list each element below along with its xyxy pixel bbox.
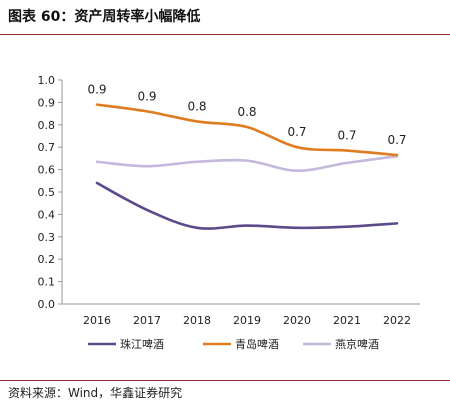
legend-label: 青岛啤酒 [235,337,279,351]
y-tick-label: 0.7 [38,141,56,154]
x-tick-label: 2020 [283,314,311,327]
x-tick-label: 2017 [133,314,161,327]
y-tick-label: 0.1 [38,276,56,289]
x-tick-label: 2018 [183,314,211,327]
y-axis: 0.0 0.1 0.2 0.3 0.4 0.5 0.6 0.7 0.8 0.9 1.0 [38,74,63,311]
data-label: 0.9 [137,89,156,103]
x-tick-label: 2019 [233,314,261,327]
y-tick-label: 0.9 [38,96,56,109]
title-divider [0,34,450,35]
x-tick-label: 2016 [83,314,111,327]
data-label: 0.7 [287,125,306,139]
series-line-1 [95,181,399,230]
y-tick-label: 0.6 [38,164,56,177]
y-tick-label: 0.5 [38,186,56,199]
source-note: 资料来源：Wind，华鑫证券研究 [8,386,183,400]
series-lines [95,103,399,230]
data-label: 0.7 [337,129,356,143]
line-chart: 0.00.10.20.30.40.50.60.70.80.91.0 2016 20… [38,74,420,351]
data-label: 0.8 [237,105,256,119]
legend-label: 珠江啤酒 [120,337,164,351]
y-tick-label: 1.0 [38,74,56,87]
data-label: 0.7 [387,133,406,147]
x-tick-label: 2022 [383,314,411,327]
y-tick-label: 0.4 [38,208,56,221]
y-tick-label: 0.2 [38,253,56,266]
series-line-2 [95,103,399,157]
footer-divider [0,380,450,381]
y-tick-label: 0.0 [38,298,56,311]
x-tick-label: 2021 [333,314,361,327]
y-tick-label: 0.3 [38,231,56,244]
chart-title: 图表 60：资产周转率小幅降低 [8,9,201,25]
x-axis: 2016 2017 2018 2019 2020 2021 2022 [62,303,420,327]
series-line-3 [95,154,399,173]
data-label: 0.9 [87,83,106,97]
y-tick-label: 0.8 [38,119,56,132]
legend: 珠江啤酒 青岛啤酒 燕京啤酒 [88,337,379,351]
legend-label: 燕京啤酒 [335,337,379,351]
data-labels: 0.9 0.9 0.8 0.8 0.7 0.7 0.7 [87,83,406,147]
data-label: 0.8 [187,99,206,113]
